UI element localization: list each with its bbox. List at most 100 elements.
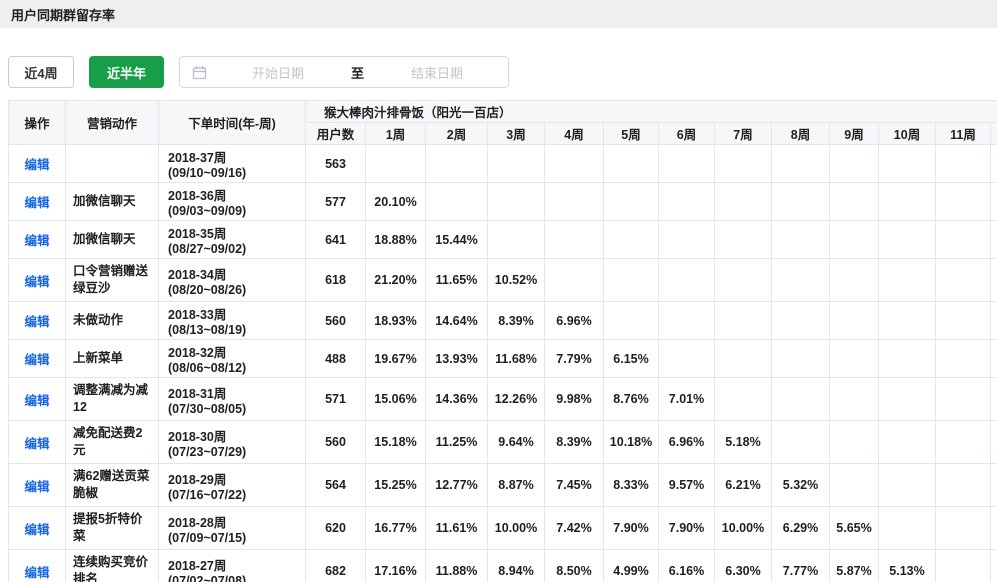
order-week-cell: 2018-32周(08/06~08/12) bbox=[158, 339, 306, 378]
retention-value-cell bbox=[878, 420, 936, 464]
retention-value-cell bbox=[714, 377, 772, 421]
retention-value-cell bbox=[771, 339, 830, 378]
edit-link[interactable]: 编辑 bbox=[24, 393, 50, 408]
order-week-cell: 2018-28周(07/09~07/15) bbox=[158, 506, 306, 550]
edit-link[interactable]: 编辑 bbox=[24, 158, 50, 172]
order-week-cell: 2018-33周(08/13~08/19) bbox=[158, 301, 306, 340]
action-cell: 编辑 bbox=[8, 420, 66, 464]
retention-value-cell bbox=[878, 182, 936, 221]
retention-value-cell bbox=[603, 144, 659, 183]
retention-value-cell: 10.52% bbox=[487, 258, 545, 302]
retention-value-cell bbox=[714, 144, 772, 183]
retention-value-cell: 8.50% bbox=[544, 549, 604, 582]
retention-value-cell: 9.57% bbox=[658, 463, 715, 507]
edit-link[interactable]: 编辑 bbox=[24, 196, 50, 210]
edit-link[interactable]: 编辑 bbox=[24, 436, 50, 451]
retention-value-cell: 15.44% bbox=[425, 220, 488, 259]
user-count-cell: 571 bbox=[305, 377, 366, 421]
marketing-action-cell: 未做动作 bbox=[65, 301, 159, 340]
retention-value-cell bbox=[714, 220, 772, 259]
marketing-action-cell: 满62赠送贡菜脆椒 bbox=[65, 463, 159, 507]
page-title: 用户同期群留存率 bbox=[11, 7, 116, 23]
retention-value-cell bbox=[544, 220, 604, 259]
retention-value-cell: 11.68% bbox=[487, 339, 545, 378]
retention-value-cell: 8.33% bbox=[603, 463, 659, 507]
edit-link[interactable]: 编辑 bbox=[24, 522, 50, 537]
clipped-cell bbox=[989, 339, 997, 378]
retention-value-cell: 11.61% bbox=[425, 506, 488, 550]
edit-link[interactable]: 编辑 bbox=[24, 274, 50, 289]
retention-value-cell bbox=[829, 258, 879, 302]
retention-value-cell: 17.16% bbox=[365, 549, 426, 582]
col-header-week-10: 10周 bbox=[878, 122, 936, 145]
col-header-week-5: 5周 bbox=[603, 122, 659, 145]
user-count-cell: 560 bbox=[305, 420, 366, 464]
order-week-cell: 2018-35周(08/27~09/02) bbox=[158, 220, 306, 259]
start-date-input[interactable]: 开始日期 bbox=[251, 65, 304, 81]
edit-link[interactable]: 编辑 bbox=[24, 315, 50, 329]
user-count-cell: 563 bbox=[305, 144, 366, 183]
action-cell: 编辑 bbox=[8, 144, 66, 183]
retention-value-cell bbox=[935, 420, 991, 464]
retention-value-cell bbox=[878, 377, 936, 421]
order-week-cell: 2018-34周(08/20~08/26) bbox=[158, 258, 306, 302]
retention-value-cell: 7.79% bbox=[544, 339, 604, 378]
col-header-week-3: 3周 bbox=[487, 122, 545, 145]
order-week-cell: 2018-29周(07/16~07/22) bbox=[158, 463, 306, 507]
edit-link[interactable]: 编辑 bbox=[24, 234, 50, 248]
col-header-action: 操作 bbox=[8, 100, 66, 145]
retention-value-cell bbox=[878, 339, 936, 378]
order-week-cell: 2018-30周(07/23~07/29) bbox=[158, 420, 306, 464]
order-week-cell: 2018-36周(09/03~09/09) bbox=[158, 182, 306, 221]
retention-value-cell: 7.90% bbox=[603, 506, 659, 550]
retention-value-cell: 18.93% bbox=[365, 301, 426, 340]
retention-value-cell: 19.67% bbox=[365, 339, 426, 378]
retention-value-cell bbox=[771, 301, 830, 340]
col-header-week-2: 2周 bbox=[425, 122, 488, 145]
retention-value-cell: 9.64% bbox=[487, 420, 545, 464]
retention-value-cell: 6.29% bbox=[771, 506, 830, 550]
col-header-week-11: 11周 bbox=[935, 122, 991, 145]
retention-value-cell bbox=[935, 301, 991, 340]
col-header-week-9: 9周 bbox=[829, 122, 879, 145]
table-row: 编辑 加微信聊天 2018-35周(08/27~09/02) 641 18.88% 15.… bbox=[8, 220, 997, 259]
retention-value-cell bbox=[771, 144, 830, 183]
retention-value-cell bbox=[935, 506, 991, 550]
retention-value-cell bbox=[771, 220, 830, 259]
table-row: 编辑 满62赠送贡菜脆椒 2018-29周(07/16~07/22) 564 15.25… bbox=[8, 463, 997, 507]
retention-table: 操作 营销动作 下单时间(年-周) 猴大棒肉汁排骨饭（阳光一百店） 用户数 1周 2… bbox=[8, 100, 997, 582]
table-row: 编辑 加微信聊天 2018-36周(09/03~09/09) 577 20.10% bbox=[8, 182, 997, 221]
retention-value-cell bbox=[829, 220, 879, 259]
end-date-input[interactable]: 结束日期 bbox=[411, 65, 464, 81]
retention-value-cell: 11.25% bbox=[425, 420, 488, 464]
retention-value-cell: 7.77% bbox=[771, 549, 830, 582]
retention-value-cell bbox=[829, 339, 879, 378]
last-half-year-button[interactable]: 近半年 bbox=[89, 56, 164, 88]
edit-link[interactable]: 编辑 bbox=[24, 479, 50, 494]
retention-value-cell bbox=[658, 339, 715, 378]
date-range-picker[interactable]: 开始日期 至 结束日期 bbox=[179, 56, 509, 88]
col-header-week-8: 8周 bbox=[771, 122, 830, 145]
marketing-action-cell: 口令营销赠送绿豆沙 bbox=[65, 258, 159, 302]
edit-link[interactable]: 编辑 bbox=[24, 353, 50, 367]
retention-value-cell: 21.20% bbox=[365, 258, 426, 302]
retention-value-cell bbox=[935, 258, 991, 302]
retention-value-cell bbox=[658, 182, 715, 221]
retention-value-cell: 15.18% bbox=[365, 420, 426, 464]
retention-value-cell bbox=[935, 377, 991, 421]
retention-value-cell: 4.99% bbox=[603, 549, 659, 582]
retention-value-cell bbox=[714, 339, 772, 378]
last-4-weeks-button[interactable]: 近4周 bbox=[8, 56, 74, 88]
retention-value-cell bbox=[878, 301, 936, 340]
retention-value-cell bbox=[603, 220, 659, 259]
retention-value-cell bbox=[935, 549, 991, 582]
edit-link[interactable]: 编辑 bbox=[24, 565, 50, 580]
retention-value-cell bbox=[658, 144, 715, 183]
retention-value-cell bbox=[658, 301, 715, 340]
retention-value-cell bbox=[935, 182, 991, 221]
retention-value-cell: 12.77% bbox=[425, 463, 488, 507]
user-count-cell: 620 bbox=[305, 506, 366, 550]
user-count-cell: 641 bbox=[305, 220, 366, 259]
order-week-cell: 2018-31周(07/30~08/05) bbox=[158, 377, 306, 421]
retention-value-cell bbox=[487, 144, 545, 183]
